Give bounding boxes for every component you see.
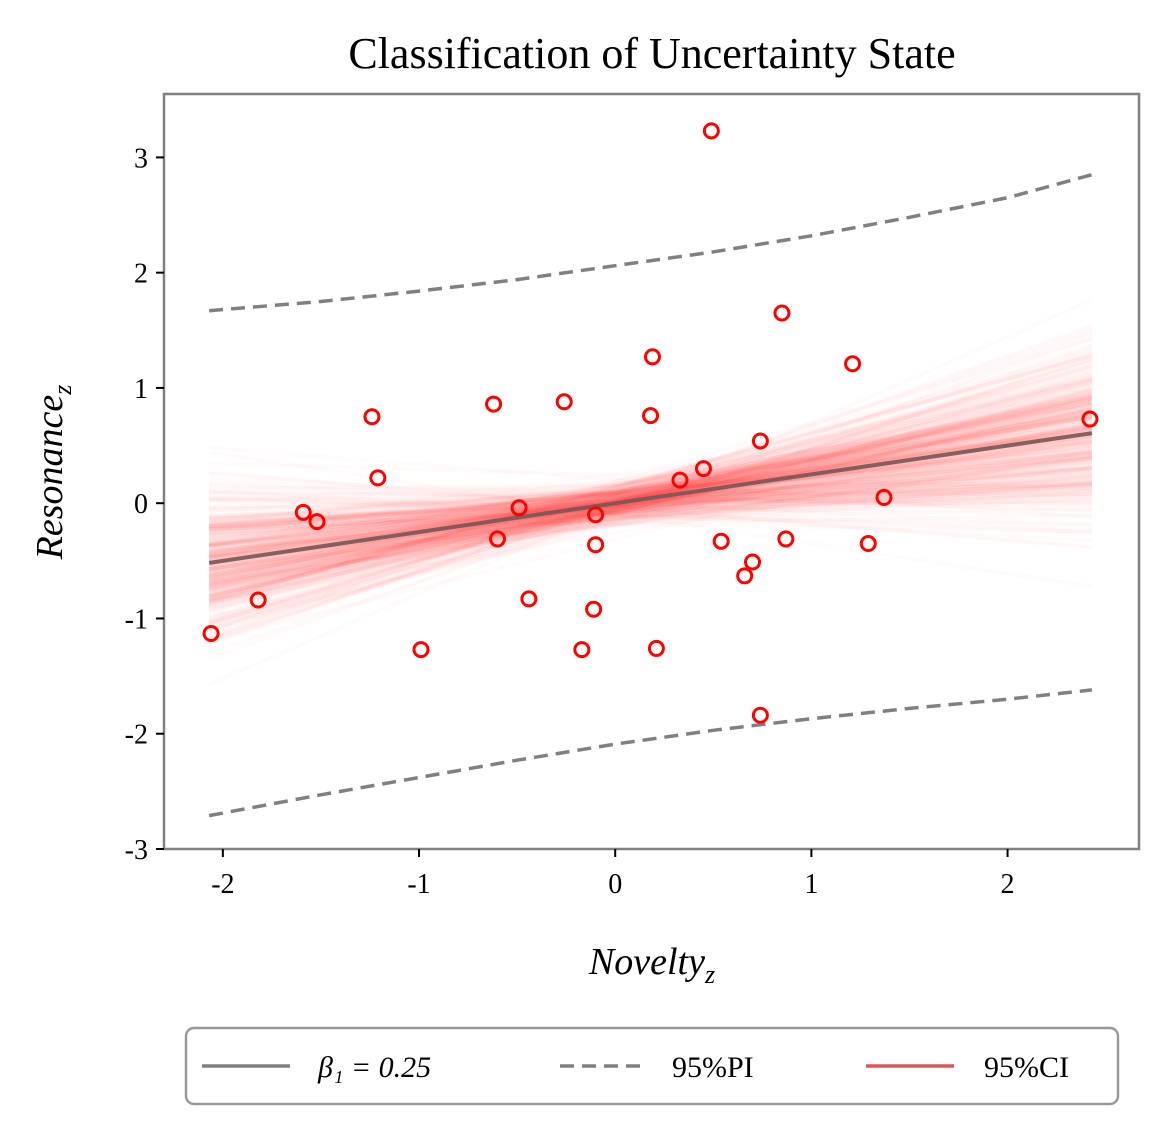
y-tick-label: 2: [134, 259, 148, 290]
x-tick-label: 2: [1001, 869, 1015, 900]
data-point: [738, 569, 752, 583]
data-point: [587, 602, 601, 616]
data-point: [753, 708, 767, 722]
x-tick-label: -2: [211, 869, 234, 900]
x-axis-ticks: -2 -1 0 1 2: [211, 849, 1014, 900]
legend-ci-label: 95%CI: [984, 1051, 1069, 1084]
data-point: [645, 350, 659, 364]
data-point: [575, 643, 589, 657]
data-point: [846, 357, 860, 371]
data-point: [557, 395, 571, 409]
data-point: [746, 555, 760, 569]
y-tick-label: 0: [134, 489, 148, 520]
pi-lower-line: [209, 690, 1092, 816]
y-tick-label: 1: [134, 374, 148, 405]
data-point: [487, 397, 501, 411]
legend: β₁ = 0.25 95%PI 95%CI: [186, 1028, 1118, 1104]
legend-fit-label: β₁ = 0.25: [317, 1051, 431, 1084]
y-axis-label-text: Resonance: [29, 395, 71, 561]
y-axis-label-subscript: z: [48, 385, 77, 396]
x-tick-label: 0: [608, 869, 622, 900]
y-axis-ticks: -3 -2 -1 0 1 2 3: [125, 143, 164, 866]
data-point: [704, 124, 718, 138]
y-tick-label: 3: [134, 143, 148, 174]
legend-pi-label: 95%PI: [672, 1051, 754, 1084]
y-tick-label: -2: [125, 720, 148, 751]
pi-upper-line: [209, 175, 1092, 311]
data-point: [414, 643, 428, 657]
x-tick-label: 1: [804, 869, 818, 900]
x-axis-label-text: Novelty: [588, 941, 705, 983]
data-point: [649, 641, 663, 655]
data-point: [365, 410, 379, 424]
data-point: [714, 534, 728, 548]
data-point: [861, 537, 875, 551]
data-point: [644, 409, 658, 423]
y-axis-label: Resonancez: [29, 385, 77, 561]
chart-title: Classification of Uncertainty State: [348, 29, 955, 78]
y-tick-label: -3: [125, 835, 148, 866]
data-point: [775, 306, 789, 320]
ci-band: [209, 300, 1092, 684]
data-point: [522, 592, 536, 606]
x-axis-label: Noveltyz: [588, 941, 715, 989]
x-axis-label-subscript: z: [704, 960, 715, 989]
x-tick-label: -1: [407, 869, 430, 900]
y-tick-label: -1: [125, 604, 148, 635]
